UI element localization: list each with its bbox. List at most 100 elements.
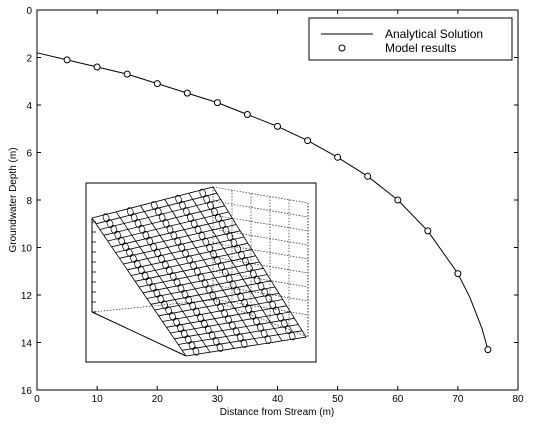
inset-mesh-marker bbox=[237, 292, 245, 302]
inset-mesh-marker bbox=[106, 219, 114, 229]
inset-mesh-line bbox=[111, 217, 233, 248]
inset-mesh-marker bbox=[170, 231, 178, 240]
inset-mesh-line bbox=[123, 236, 245, 265]
inset-mesh-line bbox=[127, 242, 248, 271]
inset-grid-line bbox=[212, 214, 309, 232]
inset-mesh-marker bbox=[201, 319, 208, 329]
inset-mesh-marker bbox=[190, 261, 197, 270]
inset-mesh-marker bbox=[197, 313, 204, 323]
inset-mesh-marker bbox=[269, 300, 277, 310]
inset-mesh-line bbox=[91, 217, 187, 357]
inset-mesh-marker bbox=[169, 311, 176, 321]
y-tick-label: 14 bbox=[21, 339, 33, 350]
inset-mesh-marker bbox=[206, 243, 214, 253]
inset-mesh-marker bbox=[134, 218, 142, 228]
inset-mesh-line bbox=[162, 299, 283, 322]
x-tick-label: 80 bbox=[512, 394, 524, 405]
inset-mesh-marker bbox=[253, 275, 261, 285]
inset-mesh-marker bbox=[162, 260, 169, 270]
axis-ticks bbox=[36, 9, 519, 391]
inset-mesh-line bbox=[174, 317, 295, 340]
inset-mesh-marker bbox=[215, 213, 222, 223]
inset-mesh-marker bbox=[110, 224, 118, 234]
inset-mesh-marker bbox=[209, 291, 217, 300]
x-tick-label: 70 bbox=[452, 394, 464, 405]
inset-mesh-marker bbox=[186, 255, 193, 264]
inset-mesh-marker bbox=[198, 231, 206, 241]
inset-mesh-marker bbox=[154, 207, 162, 216]
inset-mesh-marker bbox=[189, 301, 197, 311]
model-result-point bbox=[213, 99, 221, 107]
legend-box bbox=[308, 17, 513, 61]
inset-mesh-line bbox=[150, 280, 272, 305]
inset-mesh-marker bbox=[197, 273, 205, 282]
inset-mesh-line bbox=[170, 311, 291, 334]
x-tick-label: 60 bbox=[392, 394, 404, 405]
inset-mesh-marker bbox=[210, 249, 217, 259]
inset-mesh-marker bbox=[256, 322, 264, 332]
inset-mesh-marker bbox=[154, 248, 161, 258]
inset-mesh-marker bbox=[151, 201, 158, 210]
inset-mesh-marker bbox=[179, 200, 186, 210]
inset-box-edge bbox=[212, 299, 309, 338]
inset-mesh-marker bbox=[137, 265, 145, 275]
inset-mesh-marker bbox=[142, 230, 150, 240]
inset-mesh-marker bbox=[183, 207, 190, 217]
inset-mesh-marker bbox=[246, 263, 253, 273]
inset-mesh-marker bbox=[203, 194, 211, 204]
series-layer bbox=[36, 52, 492, 354]
inset-mesh-marker bbox=[264, 335, 272, 345]
inset-mesh-marker bbox=[216, 342, 224, 352]
inset-mesh-marker bbox=[226, 232, 234, 242]
model-result-point bbox=[304, 137, 312, 145]
inset-mesh-marker bbox=[238, 250, 245, 260]
legend-label-analytical: Analytical Solution bbox=[385, 27, 483, 41]
inset-mesh-marker bbox=[222, 225, 230, 235]
inset-grid-line bbox=[212, 270, 309, 288]
y-tick-label: 8 bbox=[26, 196, 32, 207]
inset-mesh-marker bbox=[177, 323, 184, 333]
inset-mesh-marker bbox=[229, 280, 237, 290]
inset-mesh-marker bbox=[229, 321, 236, 330]
inset-mesh-line bbox=[91, 186, 214, 219]
inset-frame bbox=[85, 182, 317, 363]
inset-mesh-line bbox=[188, 192, 283, 342]
inset-mesh-line bbox=[138, 261, 260, 288]
inset-mesh-marker bbox=[162, 219, 170, 228]
x-axis-label: Distance from Stream (m) bbox=[220, 407, 334, 418]
inset-mesh-marker bbox=[146, 236, 154, 246]
inset-mesh-marker bbox=[218, 261, 225, 271]
inset-mesh-marker bbox=[265, 294, 273, 304]
inset-mesh-marker bbox=[118, 236, 126, 246]
inset-axis bbox=[91, 311, 187, 357]
inset-mesh-marker bbox=[175, 194, 182, 204]
inset-mesh-marker bbox=[178, 243, 186, 252]
legend-circle-icon bbox=[338, 44, 346, 52]
inset-mesh-line bbox=[158, 292, 279, 317]
inset-mesh-line bbox=[182, 330, 303, 351]
inset-mesh-line bbox=[95, 192, 217, 225]
inset-mesh-marker bbox=[173, 277, 181, 287]
inset-mesh-marker bbox=[185, 295, 193, 305]
model-result-point bbox=[153, 80, 161, 88]
inset-mesh-line bbox=[119, 230, 241, 259]
inset-mesh-marker bbox=[199, 188, 207, 198]
inset-mesh-marker bbox=[173, 317, 180, 327]
model-result-point bbox=[274, 122, 281, 130]
inset-mesh-marker bbox=[234, 244, 242, 254]
model-result-point bbox=[183, 89, 191, 97]
inset-mesh-marker bbox=[284, 325, 292, 335]
inset-mesh-marker bbox=[192, 346, 200, 356]
inset-grid-line bbox=[212, 200, 309, 218]
inset-mesh-marker bbox=[242, 256, 249, 266]
inset-mesh-marker bbox=[149, 282, 157, 292]
inset-mesh-marker bbox=[245, 304, 252, 314]
inset-mesh-line bbox=[185, 336, 307, 357]
inset-mesh-marker bbox=[225, 274, 233, 284]
x-tick-label: 20 bbox=[152, 394, 164, 405]
inset-mesh-marker bbox=[190, 219, 198, 229]
inset-mesh-line bbox=[99, 199, 221, 230]
model-result-point bbox=[364, 172, 372, 180]
legend: Analytical Solution Model results bbox=[308, 17, 513, 61]
